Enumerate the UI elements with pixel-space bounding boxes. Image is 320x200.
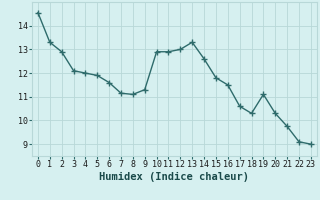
X-axis label: Humidex (Indice chaleur): Humidex (Indice chaleur) — [100, 172, 249, 182]
